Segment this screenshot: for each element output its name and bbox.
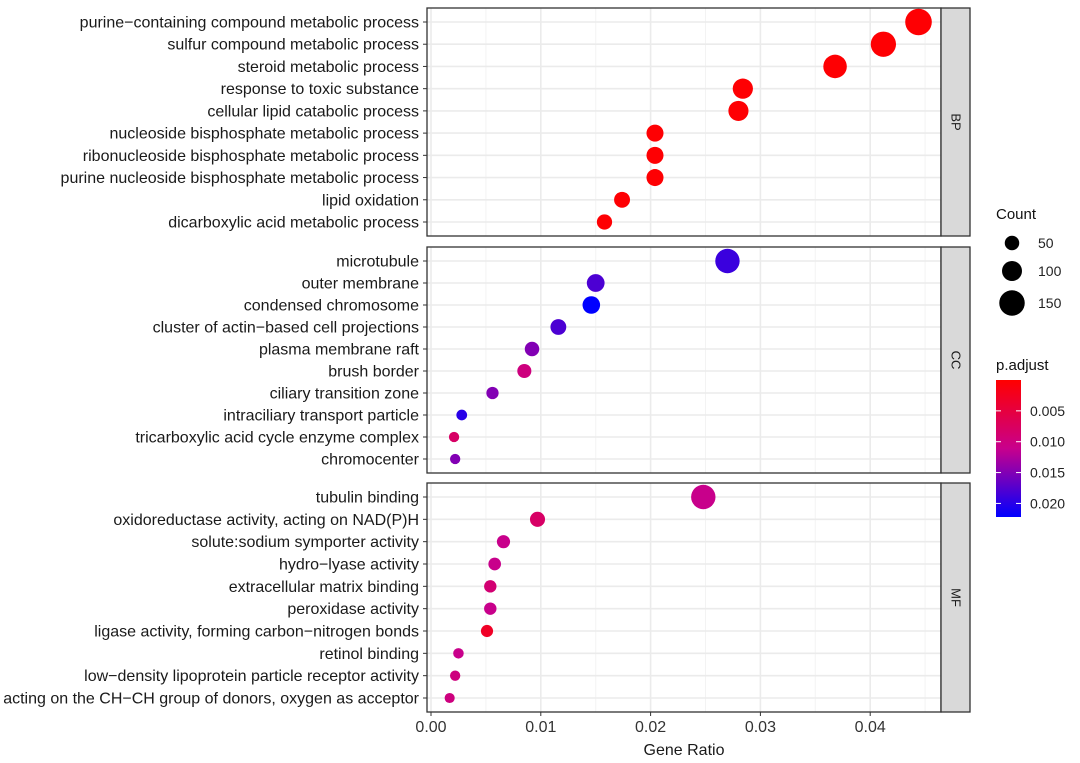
data-point <box>823 54 847 79</box>
term-label: retinol binding <box>319 646 419 663</box>
panel-mf: tubulin binding oxidoreductase activity, … <box>0 482 971 713</box>
term-label: ligase activity, forming carbon−nitrogen… <box>94 624 419 641</box>
data-point <box>905 8 932 36</box>
term-label: lipid oxidation <box>322 192 419 209</box>
color-bar <box>996 380 1021 517</box>
data-point <box>728 100 749 121</box>
panel-background <box>427 8 941 236</box>
term-label: outer membrane <box>302 276 419 293</box>
term-label: oxidoreductase activity, acting on NAD(P… <box>113 512 419 529</box>
x-tick-label: 0.04 <box>855 719 886 736</box>
term-label: plasma membrane raft <box>259 342 420 359</box>
term-label: purine−containing compound metabolic pro… <box>80 15 419 32</box>
term-label: nucleoside bisphosphate metabolic proces… <box>109 126 419 143</box>
data-point <box>484 602 497 615</box>
data-point <box>524 341 540 357</box>
data-point <box>484 580 497 593</box>
size-legend-key <box>1002 261 1022 281</box>
size-legend-title: Count <box>996 206 1037 223</box>
term-label: steroid metabolic process <box>238 59 419 76</box>
facet-strip <box>940 7 971 237</box>
data-point <box>646 169 664 187</box>
data-point <box>496 535 511 549</box>
size-legend-label: 150 <box>1038 295 1062 311</box>
data-point <box>449 453 461 465</box>
color-legend-label: 0.015 <box>1030 465 1065 481</box>
size-legend-label: 50 <box>1038 235 1054 251</box>
color-legend-label: 0.020 <box>1030 495 1065 511</box>
data-point <box>456 409 468 421</box>
data-point <box>486 386 499 400</box>
data-point <box>691 484 716 510</box>
size-legend-key <box>999 290 1025 316</box>
data-point <box>453 648 464 659</box>
term-label: sulfur compound metabolic process <box>167 37 419 54</box>
term-label: chromocenter <box>321 452 419 469</box>
term-label: tricarboxylic acid cycle enzyme complex <box>135 430 419 447</box>
facet-strip <box>940 482 971 713</box>
facet-strip-label: CC <box>949 351 964 370</box>
term-label: low−density lipoprotein particle recepto… <box>84 668 419 685</box>
data-point <box>870 31 897 57</box>
term-label: tubulin binding <box>316 490 419 507</box>
term-label: extracellular matrix binding <box>229 579 419 596</box>
term-label: ribonucleoside bisphosphate metabolic pr… <box>83 148 419 165</box>
term-label: condensed chromosome <box>244 298 419 315</box>
data-point <box>646 124 664 142</box>
x-axis-title: Gene Ratio <box>644 742 725 759</box>
data-point <box>517 363 532 379</box>
panel-background <box>427 483 941 712</box>
panel-bp: purine−containing compound metabolic pro… <box>61 7 971 237</box>
data-point <box>582 296 601 314</box>
data-point <box>449 670 461 681</box>
data-point <box>448 431 460 443</box>
term-label: microtubule <box>336 254 419 271</box>
size-legend-key <box>1004 235 1020 251</box>
term-label: oxidoreductase activity, acting on the C… <box>0 691 420 708</box>
term-label: brush border <box>328 364 419 381</box>
panel-cc: microtubule outer membrane condensed chrom… <box>135 246 971 474</box>
term-label: hydro−lyase activity <box>279 557 419 574</box>
color-legend-label: 0.005 <box>1030 403 1065 419</box>
x-tick-label: 0.02 <box>635 719 666 736</box>
data-point <box>480 624 494 638</box>
x-tick-label: 0.00 <box>415 719 446 736</box>
term-label: peroxidase activity <box>287 601 419 618</box>
data-point <box>529 511 546 527</box>
x-tick-label: 0.01 <box>525 719 556 736</box>
data-point <box>586 274 605 292</box>
term-label: response to toxic substance <box>221 81 419 98</box>
term-label: dicarboxylic acid metabolic process <box>168 215 419 232</box>
facet-strip <box>940 246 971 474</box>
data-point <box>646 146 664 164</box>
term-label: cluster of actin−based cell projections <box>153 320 419 337</box>
size-legend-label: 100 <box>1038 263 1062 279</box>
data-point <box>444 692 455 704</box>
color-legend-label: 0.010 <box>1030 434 1065 450</box>
color-legend-title: p.adjust <box>996 357 1049 374</box>
term-label: solute:sodium symporter activity <box>191 534 419 551</box>
data-point <box>550 319 567 335</box>
x-tick-label: 0.03 <box>745 719 776 736</box>
data-point <box>715 248 740 274</box>
term-label: cellular lipid catabolic process <box>207 103 419 120</box>
term-label: purine nucleoside bisphosphate metabolic… <box>61 170 419 187</box>
data-point <box>732 78 753 99</box>
data-point <box>596 214 613 230</box>
facet-strip-label: MF <box>949 588 964 607</box>
data-point <box>488 557 501 571</box>
panel-background <box>427 247 941 473</box>
data-point <box>614 191 631 208</box>
facet-strip-label: BP <box>949 113 964 130</box>
term-label: ciliary transition zone <box>270 386 420 403</box>
term-label: intraciliary transport particle <box>223 408 419 425</box>
